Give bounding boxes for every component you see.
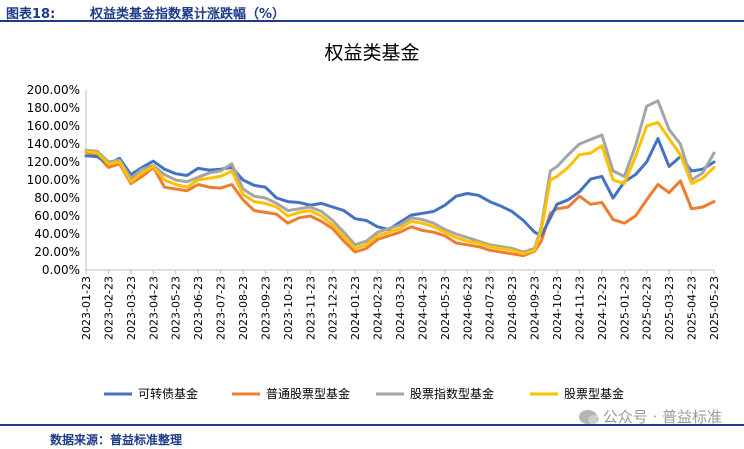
x-tick-label: 2023-07-23 [215,276,228,340]
x-tick-label: 2023-08-23 [237,276,250,340]
x-tick-label: 2023-01-23 [80,276,93,340]
x-tick-label: 2024-09-23 [529,276,542,340]
x-tick-label: 2024-03-23 [394,276,407,340]
x-tick-label: 2023-05-23 [170,276,183,340]
x-tick-label: 2024-06-23 [461,276,474,340]
x-tick-label: 2024-01-23 [349,276,362,340]
data-source: 数据来源：普益标准整理 [50,433,183,447]
x-tick-label: 2023-04-23 [147,276,160,340]
x-tick-label: 2023-09-23 [259,276,272,340]
y-tick-label: 20.00% [34,245,80,259]
x-tick-label: 2023-06-23 [192,276,205,340]
x-axis: 2023-01-23 2023-02-23 2023-03-23 2023-04-23… [80,269,721,340]
watermark: 公众号 · 普益标准 [578,406,722,427]
y-tick-label: 80.00% [34,191,80,205]
y-tick-label: 0.00% [42,263,80,277]
x-tick-label: 2025-02-23 [641,276,654,340]
y-tick-label: 140.00% [27,137,80,151]
legend: 可转债基金 普通股票型基金 股票指数型基金 股票型基金 [104,386,624,401]
y-tick-label: 100.00% [27,173,80,187]
y-tick-label: 120.00% [27,155,80,169]
x-tick-label: 2024-12-23 [596,276,609,340]
x-tick-label: 2025-04-23 [686,276,699,340]
figure-label: 图表18: [6,7,56,22]
y-tick-label: 40.00% [34,227,80,241]
x-tick-label: 2023-10-23 [282,276,295,340]
y-tick-label: 180.00% [27,101,80,115]
series-line-2 [84,99,716,254]
series-lines [84,99,716,258]
x-tick-label: 2024-05-23 [439,276,452,340]
x-tick-label: 2023-03-23 [125,276,138,340]
figure-header: 图表18: 权益类基金指数累计涨跌幅（%） [0,0,744,22]
y-axis: 0.00% 20.00% 40.00% 60.00% 80.00% 100.00% 120.… [27,83,87,277]
series-line-3 [84,120,716,256]
x-tick-label: 2024-10-23 [551,276,564,340]
wechat-icon [578,409,599,424]
series-line-1 [84,150,716,258]
legend-label: 股票型基金 [564,386,624,401]
y-tick-label: 200.00% [27,83,80,97]
y-tick-label: 60.00% [34,209,80,223]
x-tick-label: 2024-08-23 [506,276,519,340]
x-tick-label: 2024-07-23 [484,276,497,340]
x-tick-label: 2024-02-23 [372,276,385,340]
line-chart: 权益类基金 0.00% 20.00% 40.00% 60.00% 80.00% 100.0… [27,42,721,401]
watermark-text: 公众号 · 普益标准 [602,408,722,426]
legend-label: 可转债基金 [138,386,198,401]
x-tick-label: 2025-01-23 [618,276,631,340]
figure-footer: 数据来源：普益标准整理 [0,424,744,449]
x-tick-label: 2023-11-23 [304,276,317,340]
y-tick-label: 160.00% [27,119,80,133]
x-tick-label: 2025-03-23 [663,276,676,340]
series-line-0 [84,137,716,238]
x-tick-label: 2025-05-23 [708,276,721,340]
legend-label: 股票指数型基金 [410,386,494,401]
x-tick-label: 2023-02-23 [102,276,115,340]
x-tick-label: 2023-12-23 [327,276,340,340]
x-tick-label: 2024-11-23 [573,276,586,340]
figure-caption: 权益类基金指数累计涨跌幅（%） [90,7,286,22]
x-tick-label: 2024-04-23 [416,276,429,340]
legend-label: 普通股票型基金 [266,386,350,401]
chart-title: 权益类基金 [324,42,419,64]
